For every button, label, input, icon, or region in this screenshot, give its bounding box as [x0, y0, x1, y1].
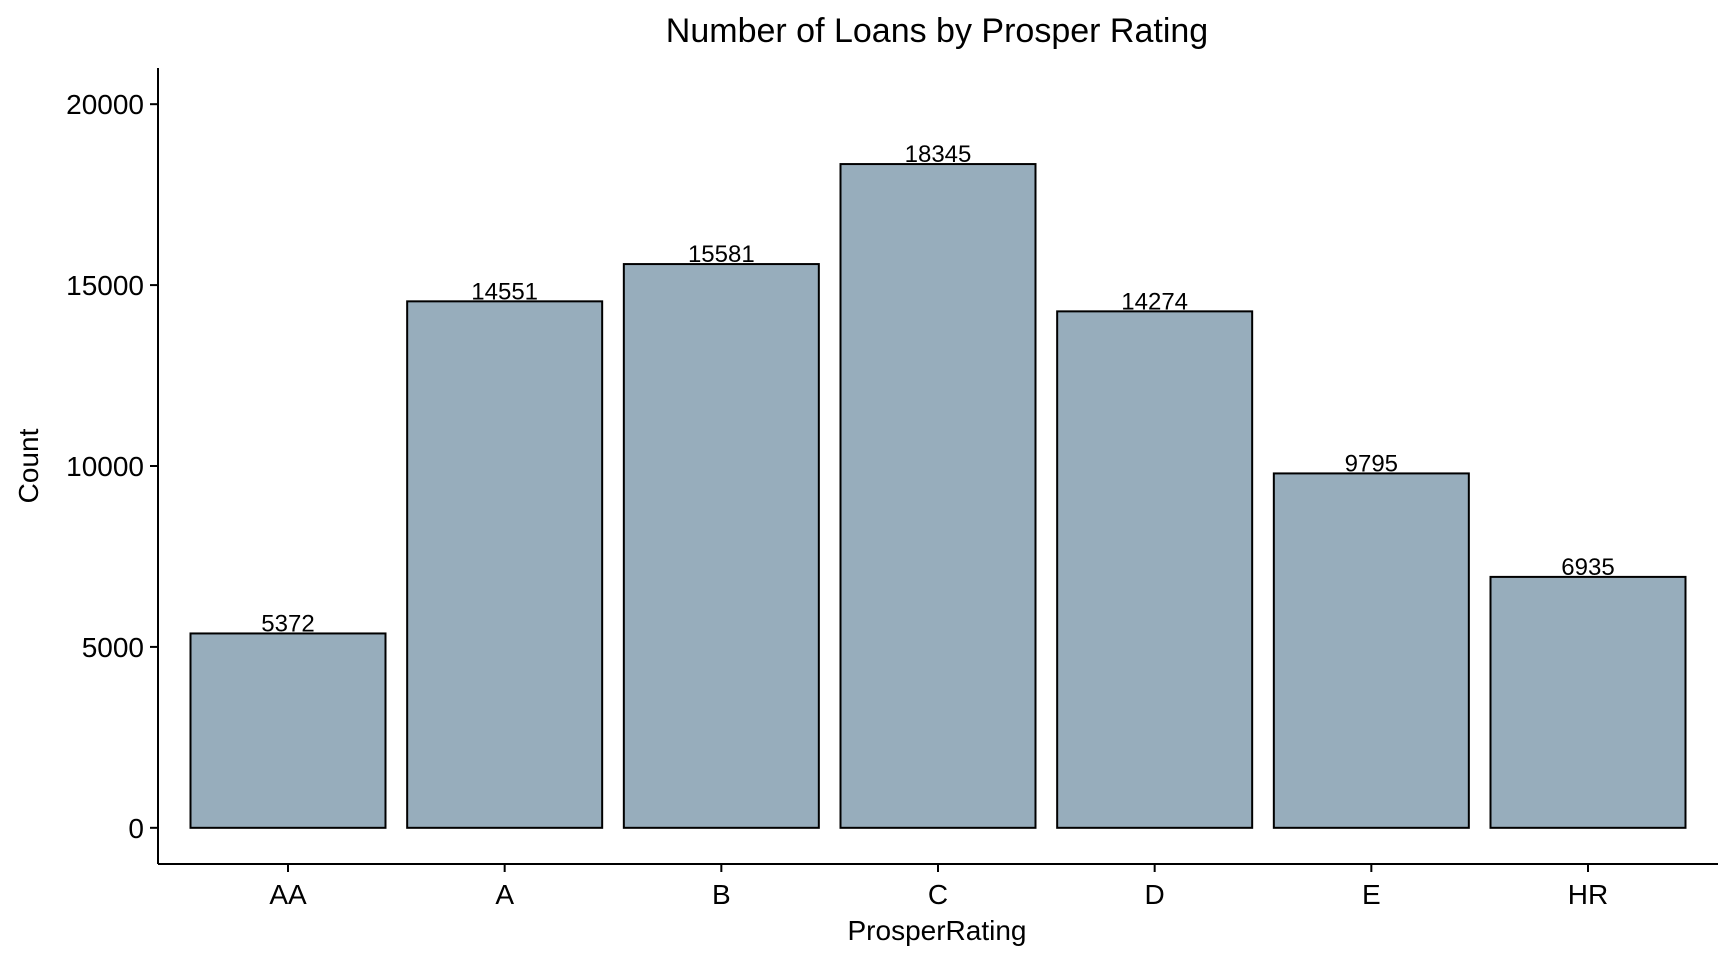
- bar-value-label: 9795: [1345, 450, 1398, 477]
- x-tick-label: C: [928, 879, 948, 910]
- bar-d: [1056, 310, 1254, 829]
- bar-a: [406, 300, 604, 829]
- bars-group: [189, 163, 1687, 829]
- y-ticks-group: 0 5000 10000 15000 20000: [66, 89, 158, 844]
- bar-value-label: 15581: [688, 241, 755, 268]
- bar-e: [1272, 472, 1470, 829]
- x-tick-label: B: [712, 879, 731, 910]
- x-tick-label: HR: [1568, 879, 1608, 910]
- bar-aa: [189, 632, 387, 829]
- bar-value-label: 14551: [471, 278, 538, 305]
- x-tick-label: E: [1362, 879, 1381, 910]
- bar-c: [839, 163, 1037, 829]
- bar-value-label: 14274: [1121, 288, 1188, 315]
- y-tick-label: 5000: [82, 632, 144, 663]
- y-tick-label: 15000: [66, 270, 144, 301]
- bar-value-label: 6935: [1561, 554, 1614, 581]
- bar-value-label: 5372: [261, 610, 314, 637]
- x-tick-label: AA: [269, 879, 307, 910]
- bar-value-label: 18345: [905, 141, 972, 168]
- x-axis-title: ProsperRating: [848, 915, 1027, 946]
- y-tick-label: 10000: [66, 451, 144, 482]
- y-tick-label: 0: [128, 813, 144, 844]
- x-tick-label: D: [1145, 879, 1165, 910]
- x-tick-label: A: [495, 879, 514, 910]
- x-ticks-group: AA A B C D E HR: [269, 864, 1608, 910]
- chart-title: Number of Loans by Prosper Rating: [666, 12, 1208, 50]
- y-axis-title: Count: [13, 428, 44, 503]
- bar-labels-group: 5372 14551 15581 18345 14274 9795 6935: [261, 141, 1614, 637]
- y-tick-label: 20000: [66, 89, 144, 120]
- bar-b: [622, 263, 820, 829]
- bar-hr: [1489, 575, 1687, 829]
